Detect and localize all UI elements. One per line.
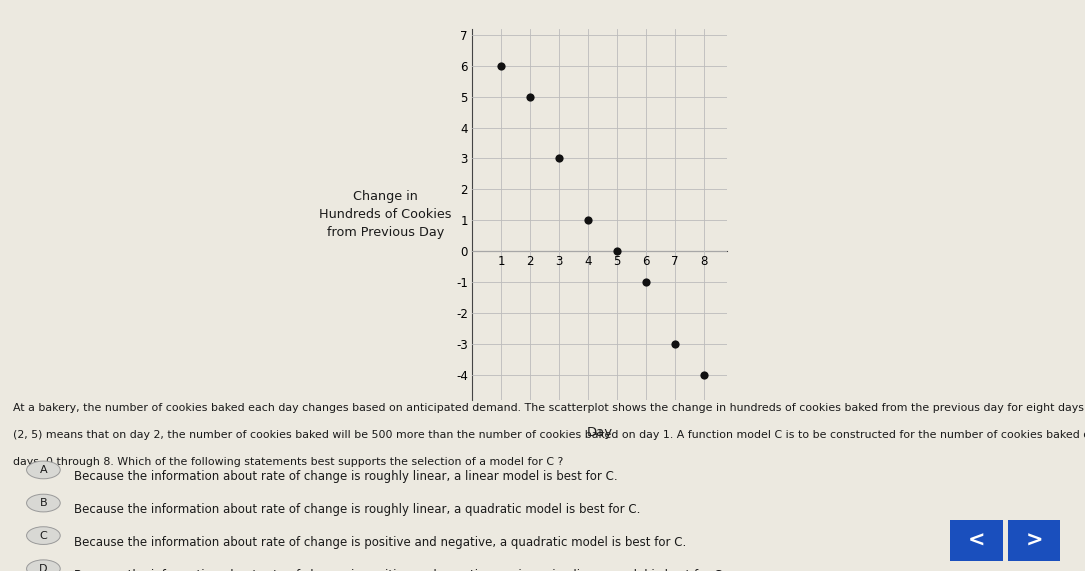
Text: Because the information about rate of change is roughly linear, a linear model i: Because the information about rate of ch… xyxy=(74,471,617,483)
Text: (2, 5) means that on day 2, the number of cookies baked will be 500 more than th: (2, 5) means that on day 2, the number o… xyxy=(13,430,1085,440)
FancyBboxPatch shape xyxy=(1003,516,1065,565)
FancyBboxPatch shape xyxy=(945,516,1008,565)
Text: D: D xyxy=(39,564,48,571)
Point xyxy=(550,154,567,163)
Point xyxy=(521,92,538,101)
Point xyxy=(609,247,626,256)
Point xyxy=(695,371,713,380)
Text: >: > xyxy=(1025,530,1043,550)
Text: Because the information about rate of change is positive and negative, a quadrat: Because the information about rate of ch… xyxy=(74,536,686,549)
Text: A: A xyxy=(39,465,48,475)
Point xyxy=(493,61,510,70)
Text: At a bakery, the number of cookies baked each day changes based on anticipated d: At a bakery, the number of cookies baked… xyxy=(13,403,1085,413)
Text: Because the information about rate of change is roughly linear, a quadratic mode: Because the information about rate of ch… xyxy=(74,504,640,516)
Text: Because the information about rate of change is positive and negative, a piecewi: Because the information about rate of ch… xyxy=(74,569,726,571)
Text: days, 0 through 8. Which of the following statements best supports the selection: days, 0 through 8. Which of the followin… xyxy=(13,457,563,468)
Text: B: B xyxy=(39,498,48,508)
Text: Day: Day xyxy=(586,426,613,439)
Text: C: C xyxy=(39,530,48,541)
Point xyxy=(637,278,654,287)
Text: Change in
Hundreds of Cookies
from Previous Day: Change in Hundreds of Cookies from Previ… xyxy=(319,190,451,239)
Point xyxy=(579,216,597,225)
Point xyxy=(666,339,684,348)
Text: <: < xyxy=(968,530,985,550)
